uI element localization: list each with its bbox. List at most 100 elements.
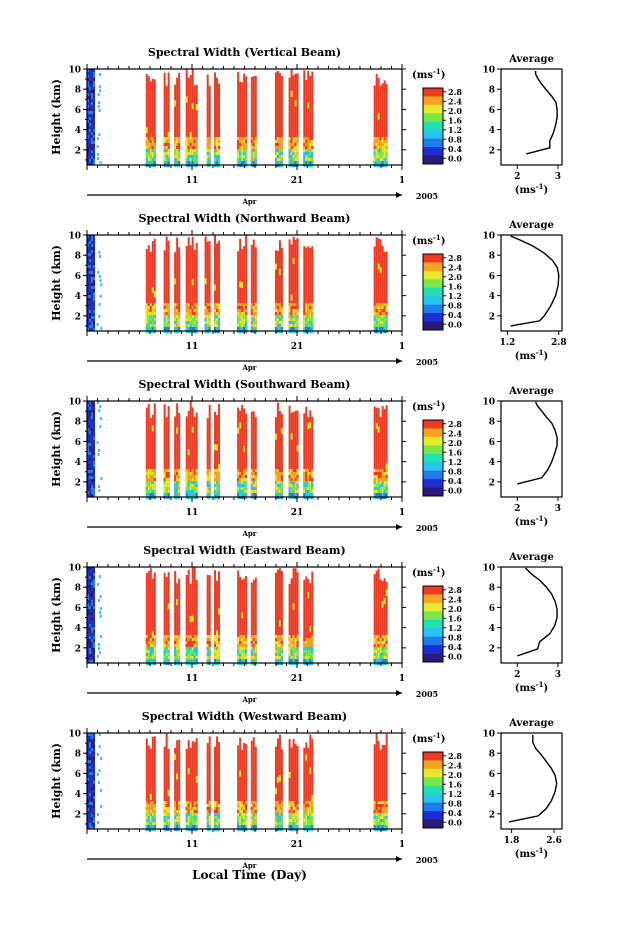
colorbar-tick-label: 0.8 [448, 134, 462, 144]
heatmap-cell [193, 810, 196, 813]
heatmap-column [254, 417, 257, 497]
heatmap-cell [167, 321, 170, 324]
heatmap-cell [191, 822, 194, 825]
heatmap-cell [91, 313, 93, 316]
heatmap-cell [208, 481, 211, 484]
heatmap-cell [89, 579, 91, 582]
heatmap-cell [280, 659, 283, 662]
heatmap-cell [381, 321, 384, 324]
heatmap-cell [93, 470, 95, 473]
heatmap-cell [174, 478, 177, 481]
heatmap-cell [93, 322, 95, 325]
heatmap-cell [191, 324, 194, 327]
heatmap-cell [379, 137, 382, 140]
heatmap-cell [145, 819, 148, 822]
heatmap-cell [93, 422, 95, 425]
y-axis-label: Height (km) [50, 245, 63, 321]
panel-title: Spectral Width (Northward Beam) [139, 212, 351, 225]
heatmap-cell [87, 745, 89, 748]
heatmap-cell [373, 644, 376, 647]
heatmap-cell [187, 656, 190, 659]
heatmap-cell [206, 819, 209, 822]
heatmap-cell [89, 751, 91, 754]
heatmap-cell [91, 108, 93, 111]
heatmap-cell [98, 745, 101, 748]
heatmap-cell [294, 804, 297, 807]
heatmap-cell [288, 487, 291, 490]
heatmap-cell [274, 825, 277, 828]
heatmap-cell [237, 647, 240, 650]
heatmap-cell [292, 644, 295, 647]
heatmap-cell [87, 135, 89, 138]
heatmap-column [178, 739, 181, 829]
heatmap-cell [309, 327, 312, 330]
heatmap-cell [89, 72, 91, 75]
heatmap-cell [193, 653, 196, 656]
heatmap-cell [91, 244, 93, 247]
heatmap-cell [147, 493, 150, 496]
heatmap-cell [149, 303, 152, 306]
heatmap-cell [87, 455, 89, 458]
heatmap-cell [383, 807, 386, 810]
heatmap-cell [89, 452, 91, 455]
heatmap-cell [89, 488, 91, 491]
heatmap-cell [292, 653, 295, 656]
heatmap-cell [243, 155, 246, 158]
heatmap-cell [89, 603, 91, 606]
heatmap-cell [385, 810, 388, 813]
heatmap-cell [307, 472, 310, 475]
average-frame [500, 400, 563, 498]
heatmap-cell [93, 485, 95, 488]
heatmap-cell [89, 123, 91, 126]
heatmap-cell [381, 822, 384, 825]
heatmap-cell [87, 494, 89, 497]
heatmap-cell [252, 659, 255, 662]
heatmap-cell [151, 641, 154, 644]
heatmap-cell [290, 638, 293, 641]
heatmap-column [290, 578, 293, 663]
heatmap-cell [303, 315, 306, 318]
heatmap-cell [145, 321, 148, 324]
heatmap-cell [241, 158, 244, 161]
heatmap-cell [252, 650, 255, 653]
heatmap-cell [241, 318, 244, 321]
heatmap-cell [305, 469, 308, 472]
heatmap-cell [381, 647, 384, 650]
heatmap-cell [93, 648, 95, 651]
heatmap-cell [91, 144, 93, 147]
heatmap-cell [385, 822, 388, 825]
heatmap-cell [307, 140, 310, 143]
heatmap-cell [377, 825, 380, 828]
heatmap-column [385, 405, 388, 497]
heatmap-column [145, 248, 148, 331]
heatmap-cell [381, 810, 384, 813]
heatmap-cell [178, 641, 181, 644]
heatmap-cell [274, 149, 277, 152]
heatmap-cell [278, 822, 281, 825]
heatmap-cell [254, 472, 257, 475]
heatmap-cell [280, 137, 283, 140]
heatmap-cell [185, 96, 188, 103]
heatmap-cell [373, 487, 376, 490]
heatmap-cell [252, 819, 255, 822]
heatmap-cell [93, 271, 95, 274]
heatmap-cell [193, 647, 196, 650]
heatmap-cell [185, 143, 188, 146]
heatmap-cell [218, 635, 221, 638]
heatmap-cell [91, 805, 93, 808]
heatmap-cell [191, 801, 194, 804]
heatmap-cell [91, 449, 93, 452]
heatmap-cell [87, 120, 89, 123]
heatmap-cell [176, 647, 179, 650]
heatmap-cell [93, 259, 95, 262]
heatmap-cell [89, 799, 91, 802]
heatmap-cell [174, 641, 177, 644]
heatmap-cell [385, 804, 388, 807]
heatmap-cell [151, 306, 154, 309]
heatmap-cell [309, 312, 312, 315]
heatmap-cell [218, 158, 221, 161]
heatmap-cell [385, 641, 388, 644]
heatmap-cell [167, 131, 170, 138]
heatmap-column [288, 77, 291, 165]
heatmap-cell [176, 825, 179, 828]
